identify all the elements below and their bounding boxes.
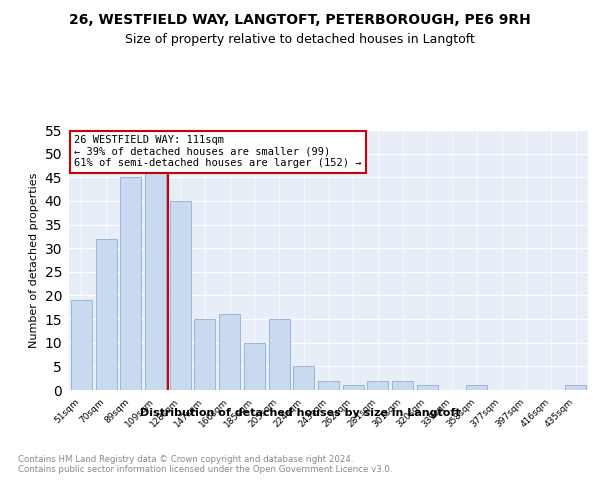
- Text: Distribution of detached houses by size in Langtoft: Distribution of detached houses by size …: [140, 408, 460, 418]
- Bar: [343, 386, 364, 390]
- Bar: [145, 172, 166, 390]
- Text: Contains HM Land Registry data © Crown copyright and database right 2024.
Contai: Contains HM Land Registry data © Crown c…: [18, 455, 392, 474]
- Text: 26, WESTFIELD WAY, LANGTOFT, PETERBOROUGH, PE6 9RH: 26, WESTFIELD WAY, LANGTOFT, PETERBOROUG…: [69, 12, 531, 26]
- Bar: [269, 319, 290, 390]
- Bar: [95, 238, 116, 390]
- Bar: [466, 386, 487, 390]
- Bar: [219, 314, 240, 390]
- Bar: [293, 366, 314, 390]
- Bar: [565, 386, 586, 390]
- Bar: [318, 380, 339, 390]
- Bar: [71, 300, 92, 390]
- Bar: [244, 342, 265, 390]
- Y-axis label: Number of detached properties: Number of detached properties: [29, 172, 39, 348]
- Bar: [194, 319, 215, 390]
- Bar: [417, 386, 438, 390]
- Bar: [170, 201, 191, 390]
- Bar: [120, 178, 141, 390]
- Bar: [367, 380, 388, 390]
- Bar: [392, 380, 413, 390]
- Text: 26 WESTFIELD WAY: 111sqm
← 39% of detached houses are smaller (99)
61% of semi-d: 26 WESTFIELD WAY: 111sqm ← 39% of detach…: [74, 135, 362, 168]
- Text: Size of property relative to detached houses in Langtoft: Size of property relative to detached ho…: [125, 32, 475, 46]
